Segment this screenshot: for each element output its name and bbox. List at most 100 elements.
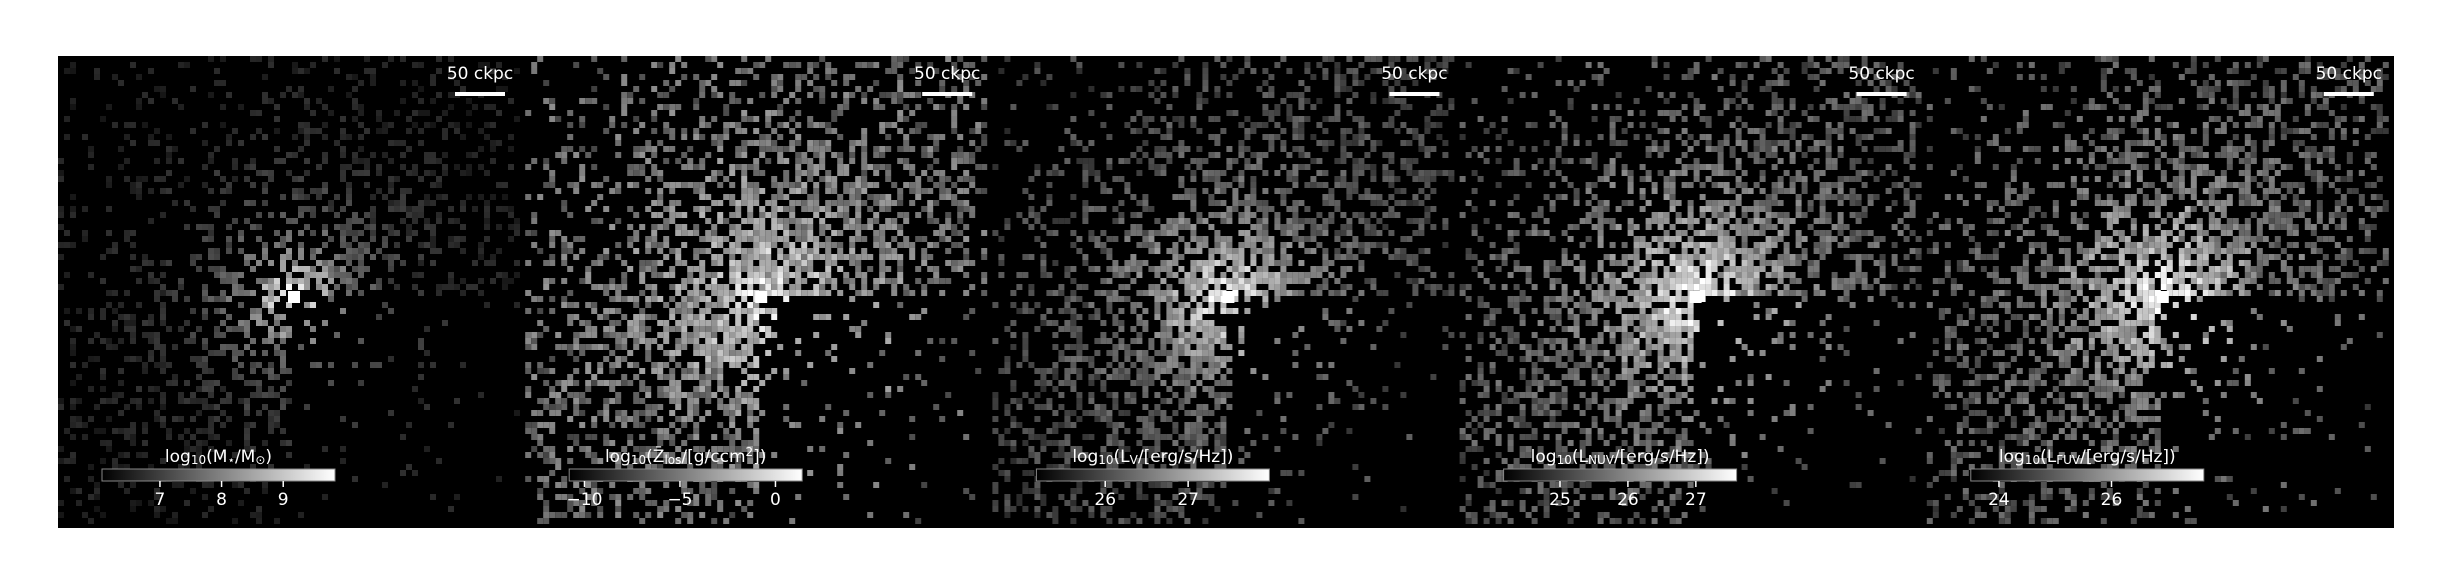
pixel <box>1268 92 1275 98</box>
pixel <box>699 290 706 296</box>
pixel <box>1370 176 1377 182</box>
pixel <box>561 494 568 500</box>
pixel <box>322 56 328 62</box>
pixel <box>681 164 688 170</box>
pixel <box>1046 290 1053 296</box>
pixel <box>340 254 346 260</box>
pixel <box>957 152 964 158</box>
pixel <box>1232 248 1239 254</box>
pixel <box>94 482 100 488</box>
pixel <box>837 164 844 170</box>
pixel <box>382 62 388 68</box>
pixel <box>1292 122 1299 128</box>
pixel <box>1292 332 1299 338</box>
pixel <box>226 296 232 302</box>
pixel <box>1286 110 1293 116</box>
pixel <box>915 92 922 98</box>
pixel <box>1328 212 1335 218</box>
pixel <box>639 398 646 404</box>
pixel <box>1016 362 1023 368</box>
pixel <box>1154 302 1161 308</box>
pixel <box>1262 80 1269 86</box>
pixel <box>1184 224 1191 230</box>
pixel <box>777 158 784 164</box>
pixel <box>597 458 604 464</box>
pixel <box>741 254 748 260</box>
pixel <box>723 176 730 182</box>
pixel <box>705 248 712 254</box>
pixel <box>1286 176 1293 182</box>
pixel <box>951 200 958 206</box>
pixel <box>729 194 736 200</box>
pixel <box>1142 428 1149 434</box>
pixel <box>1208 266 1215 272</box>
pixel <box>1070 362 1077 368</box>
pixel <box>202 386 208 392</box>
pixel <box>663 218 670 224</box>
pixel <box>1178 116 1185 122</box>
pixel <box>1262 266 1269 272</box>
pixel <box>1034 68 1041 74</box>
pixel <box>639 224 646 230</box>
pixel <box>1112 434 1119 440</box>
pixel <box>717 158 724 164</box>
pixel <box>1106 296 1113 302</box>
pixel <box>226 140 232 146</box>
pixel <box>687 518 694 524</box>
pixel <box>717 398 724 404</box>
pixel <box>693 338 700 344</box>
pixel <box>891 62 898 68</box>
pixel <box>412 80 418 86</box>
pixel <box>669 440 676 446</box>
pixel <box>250 392 256 398</box>
pixel <box>747 398 754 404</box>
pixel <box>933 230 940 236</box>
pixel <box>897 272 904 278</box>
pixel <box>1226 356 1233 362</box>
pixel <box>1274 260 1281 266</box>
pixel <box>1160 332 1167 338</box>
pixel <box>813 146 820 152</box>
pixel <box>118 314 124 320</box>
pixel <box>1262 242 1269 248</box>
pixel <box>693 290 700 296</box>
pixel <box>1244 266 1251 272</box>
pixel <box>543 278 550 284</box>
pixel <box>1190 248 1197 254</box>
pixel <box>172 374 178 380</box>
pixel <box>1172 506 1179 512</box>
pixel <box>196 446 202 452</box>
pixel <box>196 464 202 470</box>
pixel <box>1358 80 1365 86</box>
pixel <box>268 332 274 338</box>
pixel <box>1250 440 1257 446</box>
pixel <box>1250 122 1257 128</box>
pixel <box>693 494 700 500</box>
pixel <box>969 62 976 68</box>
pixel <box>1202 482 1209 488</box>
pixel <box>1166 296 1173 302</box>
pixel <box>741 200 748 206</box>
pixel <box>1358 62 1365 68</box>
pixel <box>885 170 892 176</box>
pixel <box>346 218 352 224</box>
pixel <box>226 326 232 332</box>
pixel <box>208 236 214 242</box>
pixel <box>142 428 148 434</box>
pixel <box>1034 218 1041 224</box>
pixel <box>765 122 772 128</box>
pixel <box>837 254 844 260</box>
pixel <box>514 272 520 278</box>
pixel <box>220 278 226 284</box>
pixel <box>1118 452 1125 458</box>
pixel <box>747 248 754 254</box>
pixel <box>657 248 664 254</box>
pixel <box>1328 200 1335 206</box>
pixel <box>334 272 340 278</box>
pixel <box>1160 68 1167 74</box>
pixel <box>1106 266 1113 272</box>
pixel <box>1238 278 1245 284</box>
pixel <box>106 344 112 350</box>
pixel <box>292 152 298 158</box>
pixel <box>1052 104 1059 110</box>
